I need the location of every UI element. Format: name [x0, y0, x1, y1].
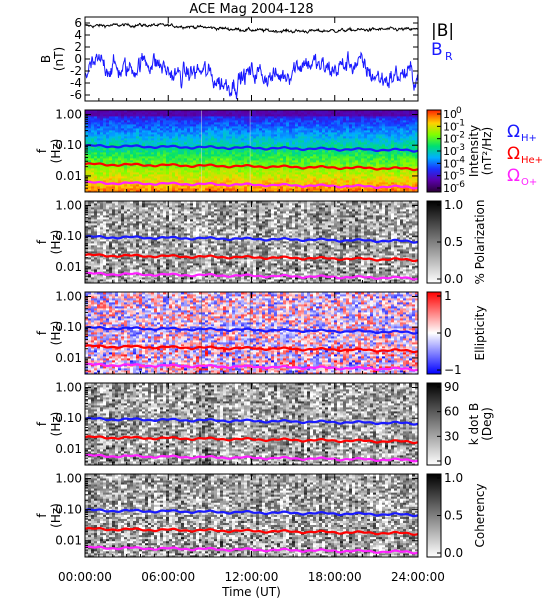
panel-1-y-label: B(nT) [39, 47, 66, 71]
panel-2-y-tick-label: 0.01 [55, 169, 82, 183]
panel-2-y-tick-label: 1.00 [55, 107, 82, 121]
colorbar-tick-exponent: 0 [456, 106, 462, 116]
colorbar-label-line: (nT²/Hz) [480, 127, 494, 175]
legend-b-magnitude: |B| [431, 21, 454, 41]
colorbar-tick-exponent: -1 [456, 118, 465, 128]
panel-2-spectrogram [85, 110, 418, 192]
colorbar-tick-label: 10 [443, 182, 457, 195]
colorbar-tick-label: 10 [443, 120, 457, 133]
panel-1-y-label-line: B [39, 55, 53, 63]
colorbar-tick-exponent: -2 [456, 131, 465, 141]
colorbar-tick-label: 10 [443, 133, 457, 146]
panel-2-colorbar-label: Intensity(nT²/Hz) [467, 125, 494, 177]
colorbar-tick-label: 10 [443, 145, 457, 158]
panel-1-y-tick-label: -6 [70, 88, 82, 102]
colorbar-tick-exponent: -3 [456, 143, 465, 153]
panel-1-y-label-line: (nT) [52, 47, 66, 71]
panel-y-label-line: f [35, 148, 49, 153]
panel-3-spectrogram [85, 201, 418, 283]
panel-1-background [85, 17, 418, 101]
panel-2-y-label: f(Hz) [35, 139, 63, 164]
colorbar-tick-exponent: -5 [456, 168, 465, 178]
colorbar-tick-exponent: -6 [456, 180, 465, 190]
colorbar-tick-label: 10 [443, 108, 457, 121]
legend-b-radial-subscript: R [445, 50, 453, 63]
panel-y-label-line: (Hz) [49, 139, 63, 164]
legend-b-radial: B [431, 40, 443, 60]
colorbar-tick-exponent: -4 [456, 155, 465, 165]
chart-title: ACE Mag 2004-128 [189, 2, 313, 17]
colorbar-label-line: Intensity [467, 125, 481, 177]
colorbar-tick-label: 10 [443, 157, 457, 170]
colorbar-tick-label: 10 [443, 170, 457, 183]
